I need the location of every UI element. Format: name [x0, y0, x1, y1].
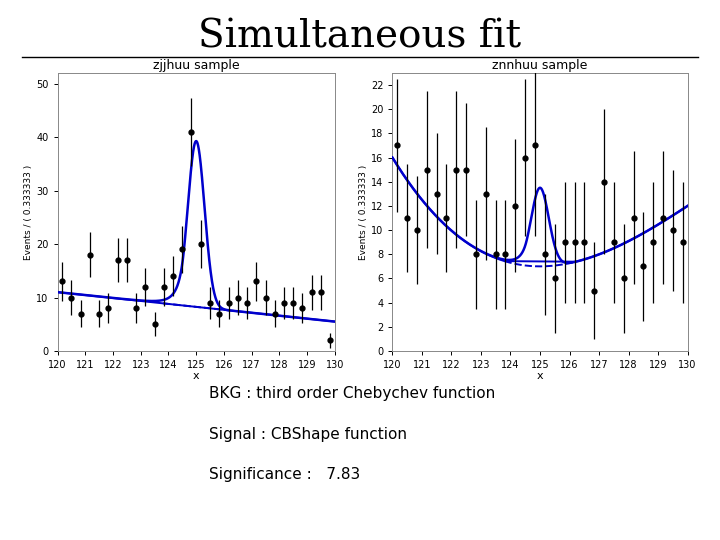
Title: zjjhuu sample: zjjhuu sample	[153, 59, 240, 72]
Y-axis label: Events / ( 0.333333 ): Events / ( 0.333333 )	[24, 164, 33, 260]
Text: Significance :   7.83: Significance : 7.83	[209, 467, 360, 482]
Text: Signal : CBShape function: Signal : CBShape function	[209, 427, 407, 442]
Title: znnhuu sample: znnhuu sample	[492, 59, 588, 72]
Text: BKG : third order Chebychev function: BKG : third order Chebychev function	[209, 386, 495, 401]
X-axis label: x: x	[536, 372, 544, 381]
Y-axis label: Events / ( 0.333333 ): Events / ( 0.333333 )	[359, 164, 368, 260]
X-axis label: x: x	[193, 372, 199, 381]
Text: Simultaneous fit: Simultaneous fit	[199, 19, 521, 56]
